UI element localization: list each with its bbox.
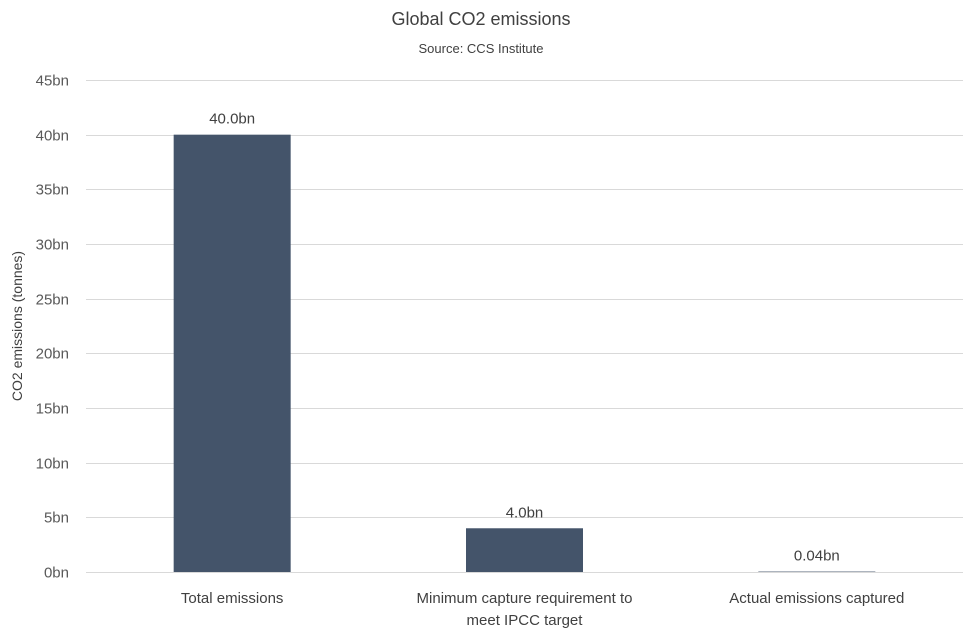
y-tick-labels: 0bn 5bn 10bn 15bn 20bn 25bn 30bn 35bn 40bn 45bn: [36, 73, 69, 582]
data-labels: 40.0bn 4.0bn 0.04bn: [209, 111, 840, 565]
y-tick-label: 5bn: [44, 510, 69, 527]
y-tick-label: 10bn: [36, 456, 69, 473]
y-tick-label: 20bn: [36, 346, 69, 363]
category-label: Actual emissions captured: [729, 590, 904, 607]
y-tick-label: 15bn: [36, 401, 69, 418]
category-labels: Total emissions Minimum capture requireme…: [181, 590, 904, 629]
y-tick-label: 30bn: [36, 237, 69, 254]
y-tick-label: 25bn: [36, 292, 69, 309]
y-tick-label: 35bn: [36, 182, 69, 199]
data-label: 4.0bn: [506, 504, 544, 521]
chart-subtitle: Source: CCS Institute: [419, 41, 544, 56]
bar: [466, 528, 583, 572]
y-tick-label: 0bn: [44, 565, 69, 582]
category-label: Minimum capture requirement to meet IPCC …: [417, 590, 633, 629]
data-label: 0.04bn: [794, 548, 840, 565]
chart-title: Global CO2 emissions: [391, 9, 570, 29]
bar: [173, 134, 291, 572]
bars: [173, 134, 876, 572]
y-tick-label: 40bn: [36, 128, 69, 145]
data-label: 40.0bn: [209, 111, 255, 128]
y-axis-label: CO2 emissions (tonnes): [9, 251, 25, 401]
y-tick-label: 45bn: [36, 73, 69, 90]
category-label: Total emissions: [181, 590, 284, 607]
